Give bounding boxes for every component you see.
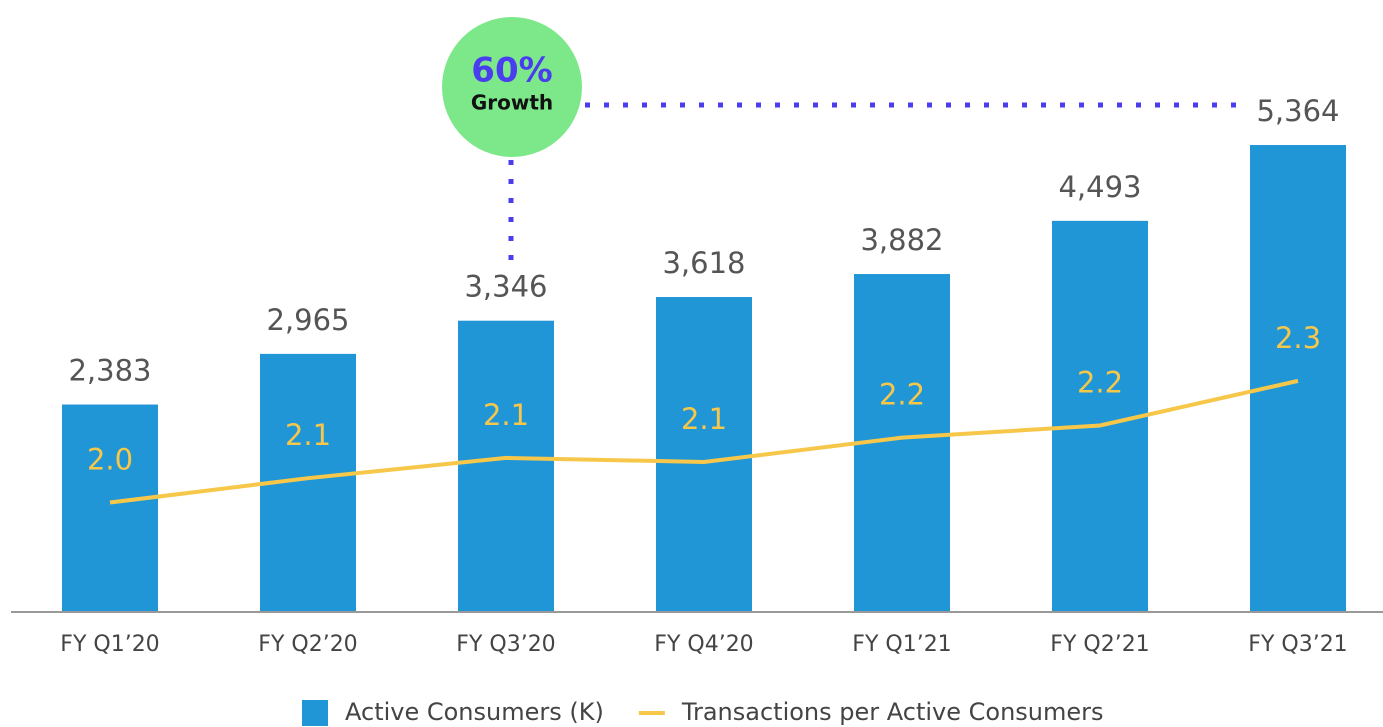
x-tick-label: FY Q1’21 (852, 632, 951, 657)
line-value-label: 2.1 (285, 418, 331, 452)
line-value-label: 2.1 (483, 398, 529, 432)
bar-value-label: 3,618 (662, 246, 745, 280)
line-series (109, 378, 1299, 505)
legend-swatch (302, 700, 328, 726)
x-tick-label: FY Q2’21 (1050, 632, 1149, 657)
bar (656, 297, 752, 612)
bar (458, 320, 554, 612)
line-value-label: 2.2 (879, 378, 925, 412)
bar-value-label: 3,882 (860, 223, 943, 257)
line-value-label: 2.1 (681, 402, 727, 436)
bar (1250, 145, 1346, 612)
line-value-label: 2.0 (87, 443, 133, 477)
bar-value-label: 2,965 (266, 303, 349, 337)
x-tick-label: FY Q3’20 (456, 632, 555, 657)
bar-value-label: 3,346 (464, 270, 547, 304)
x-tick-label: FY Q2’20 (258, 632, 357, 657)
line-value-label: 2.3 (1275, 321, 1321, 355)
x-tick-label: FY Q3’21 (1248, 632, 1347, 657)
x-tick-label: FY Q1’20 (60, 632, 159, 657)
growth-badge (442, 17, 582, 157)
bar-value-label: 2,383 (68, 354, 151, 388)
bar-value-label: 5,364 (1256, 94, 1339, 128)
legend-label: Transactions per Active Consumers (681, 698, 1104, 726)
growth-label: Growth (471, 91, 553, 115)
line-value-label: 2.2 (1077, 365, 1123, 399)
legend-label: Active Consumers (K) (345, 698, 604, 726)
bar (62, 404, 158, 612)
bar-value-label: 4,493 (1058, 170, 1141, 204)
growth-value: 60% (471, 51, 552, 91)
x-tick-label: FY Q4’20 (654, 632, 753, 657)
